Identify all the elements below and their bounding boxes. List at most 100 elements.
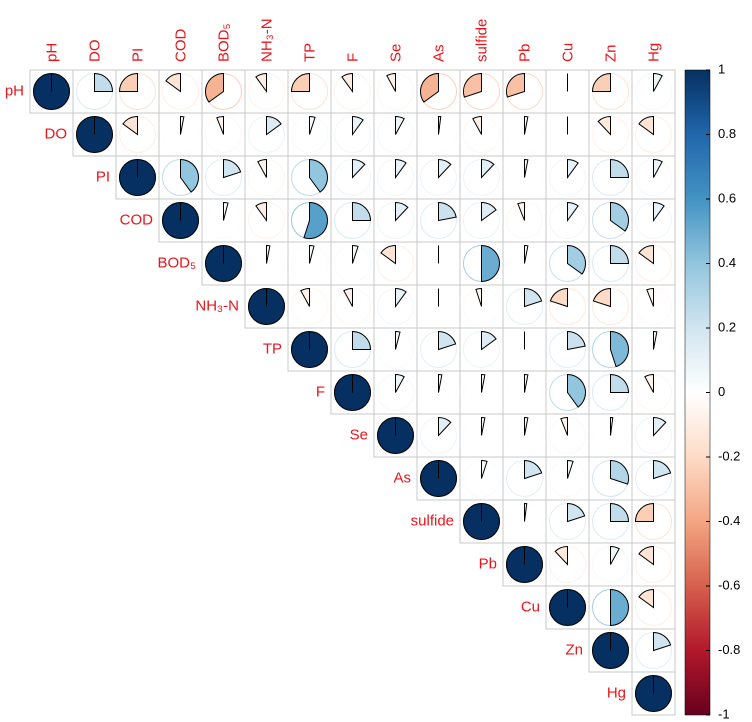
- pie: [475, 287, 482, 307]
- pie: [524, 287, 543, 308]
- pie: [549, 287, 568, 308]
- pie: [567, 373, 586, 408]
- column-label: BOD₅: [215, 23, 232, 62]
- pie: [524, 459, 543, 480]
- pie: [506, 72, 525, 98]
- column-label: sulfide: [473, 19, 490, 62]
- pie: [653, 459, 672, 480]
- pie: [481, 330, 497, 351]
- colorbar-label: -0.4: [718, 513, 740, 528]
- pie: [395, 158, 407, 180]
- pie: [638, 545, 654, 566]
- pie: [481, 373, 486, 393]
- pie: [223, 201, 229, 221]
- pie: [438, 373, 443, 393]
- row-label: Se: [350, 426, 368, 443]
- pie: [343, 287, 353, 307]
- column-label: Hg: [645, 43, 662, 62]
- pie: [303, 201, 328, 239]
- pie: [438, 115, 442, 135]
- pie: [524, 373, 529, 393]
- pie: [309, 244, 315, 264]
- pie: [644, 373, 654, 393]
- pie: [216, 115, 224, 135]
- pie: [266, 115, 282, 136]
- pie: [567, 158, 579, 180]
- pie: [341, 72, 353, 94]
- pie: [180, 115, 185, 135]
- pie: [255, 72, 267, 94]
- pie: [567, 502, 586, 523]
- pie: [610, 373, 630, 393]
- pie: [438, 416, 452, 437]
- row-label: Cu: [521, 598, 540, 615]
- pie: [591, 72, 611, 92]
- pie: [592, 287, 611, 308]
- pie: [352, 201, 372, 221]
- pie: [352, 330, 372, 350]
- pie: [610, 416, 614, 436]
- pie: [438, 330, 457, 351]
- row-label: F: [316, 383, 325, 400]
- pie: [610, 244, 630, 264]
- pie: [567, 330, 586, 351]
- column-label: pH: [43, 43, 60, 62]
- pie: [560, 416, 568, 436]
- pie: [438, 158, 452, 179]
- pie: [634, 502, 654, 522]
- pie: [481, 416, 486, 436]
- pie: [395, 115, 405, 135]
- colorbar-label: 1: [718, 61, 725, 76]
- pie: [646, 287, 654, 307]
- pie: [610, 459, 629, 485]
- pie: [517, 201, 525, 221]
- pie: [395, 330, 401, 350]
- column-label: Se: [387, 44, 404, 62]
- pie: [395, 287, 407, 309]
- pie: [118, 72, 138, 92]
- pie: [290, 72, 310, 92]
- column-label: NH₃-N: [258, 18, 275, 62]
- pie: [610, 201, 629, 232]
- pie: [481, 158, 495, 179]
- pie: [223, 158, 242, 179]
- pie: [638, 588, 654, 609]
- pie: [610, 158, 630, 178]
- pie: [554, 545, 568, 566]
- colorbar-label: 0.4: [718, 255, 736, 270]
- pie: [386, 72, 396, 92]
- row-label: DO: [45, 125, 68, 142]
- row-label: TP: [263, 340, 282, 357]
- pie: [610, 545, 620, 565]
- pie: [524, 158, 529, 178]
- pie: [472, 115, 482, 135]
- column-label: Pb: [516, 44, 533, 62]
- colorbar-label: -0.2: [718, 448, 740, 463]
- pie: [463, 72, 482, 98]
- colorbar-label: -0.8: [718, 642, 740, 657]
- pie: [395, 373, 405, 393]
- row-label: PI: [96, 168, 110, 185]
- pie: [653, 201, 665, 223]
- pie: [420, 72, 439, 103]
- pie: [638, 244, 654, 265]
- row-label: NH₃-N: [195, 297, 239, 314]
- pie: [481, 244, 500, 283]
- pie: [266, 244, 271, 264]
- pie: [205, 72, 224, 103]
- pie: [481, 201, 497, 222]
- row-label: COD: [120, 211, 154, 228]
- pie: [380, 244, 396, 265]
- pie: [524, 502, 528, 522]
- column-label: Cu: [559, 43, 576, 62]
- pie: [180, 158, 199, 193]
- column-label: COD: [172, 29, 189, 63]
- column-label: Zn: [602, 44, 619, 62]
- column-label: PI: [129, 48, 146, 62]
- pie: [255, 201, 267, 223]
- column-label: As: [430, 44, 447, 62]
- colorbar-label: 0.8: [718, 126, 736, 141]
- colorbar-label: -1: [718, 706, 730, 721]
- pie: [653, 158, 663, 178]
- pie: [481, 459, 488, 479]
